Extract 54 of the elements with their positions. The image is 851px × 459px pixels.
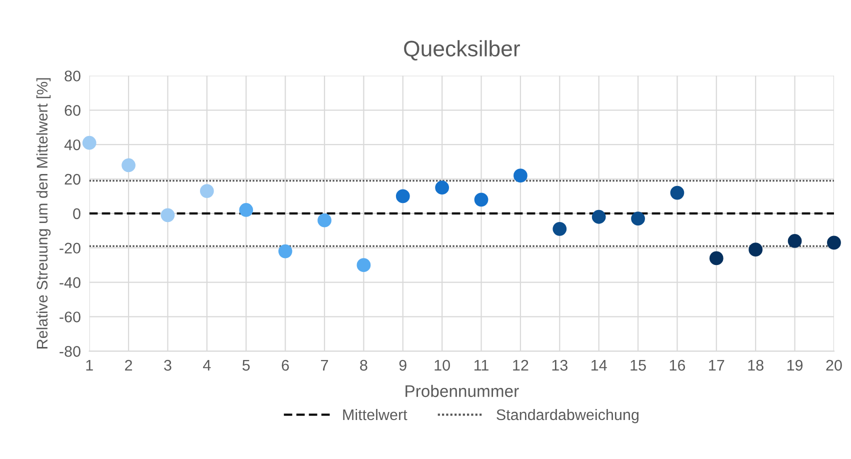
x-tick-label: 19 <box>787 360 803 371</box>
y-tick-label: -60 <box>60 312 80 322</box>
y-tick-label: -80 <box>60 346 80 357</box>
x-tick-label: 18 <box>748 360 764 371</box>
point <box>670 186 684 200</box>
point <box>552 222 567 236</box>
x-tick-label: 13 <box>552 360 568 371</box>
point <box>709 251 724 266</box>
x-axis-title: Probennummer <box>406 384 519 398</box>
y-tick-label: 20 <box>64 174 80 185</box>
y-tick-label: 40 <box>64 139 80 150</box>
point <box>788 234 802 248</box>
point <box>514 168 528 183</box>
x-tick-label: 14 <box>592 360 607 371</box>
x-tick-label: 9 <box>399 360 406 371</box>
chart-title: Quecksilber <box>404 40 520 60</box>
point <box>122 158 136 172</box>
y-tick-label: 80 <box>64 70 80 82</box>
x-tick-label: 8 <box>360 360 368 371</box>
x-tick-label: 11 <box>474 360 488 371</box>
point <box>748 242 763 257</box>
point <box>356 258 371 272</box>
point <box>827 236 841 250</box>
y-tick-label: -20 <box>60 242 80 254</box>
x-tick-label: 3 <box>164 360 172 371</box>
y-axis-title: Relative Streuung um den Mittelwert [%] <box>36 78 51 348</box>
point <box>474 192 488 207</box>
y-tick-label: 0 <box>73 208 80 220</box>
x-tick-label: 16 <box>670 360 686 371</box>
y-tick-label: -40 <box>60 277 80 288</box>
point <box>318 213 332 228</box>
x-tick-label: 15 <box>630 360 646 371</box>
x-tick-label: 17 <box>709 360 724 371</box>
point <box>396 189 410 204</box>
point <box>435 180 450 195</box>
point <box>200 184 214 198</box>
point <box>239 203 254 217</box>
point <box>160 208 175 222</box>
point <box>592 210 606 224</box>
x-tick-label: 20 <box>826 360 842 371</box>
x-tick-label: 12 <box>513 360 528 371</box>
y-tick-label: 60 <box>64 105 80 116</box>
point <box>278 244 292 258</box>
x-tick-label: 2 <box>125 360 132 371</box>
x-tick-label: 5 <box>242 360 250 371</box>
x-tick-label: 4 <box>203 360 211 371</box>
x-tick-label: 7 <box>321 360 328 371</box>
x-tick-label: 10 <box>434 360 450 371</box>
x-tick-label: 6 <box>282 360 289 371</box>
point <box>631 212 645 226</box>
legend-label: Mittelwert <box>343 408 408 420</box>
legend-label: Standardabweichung <box>496 408 638 424</box>
x-tick-label: 1 <box>86 360 93 371</box>
point <box>82 136 96 150</box>
